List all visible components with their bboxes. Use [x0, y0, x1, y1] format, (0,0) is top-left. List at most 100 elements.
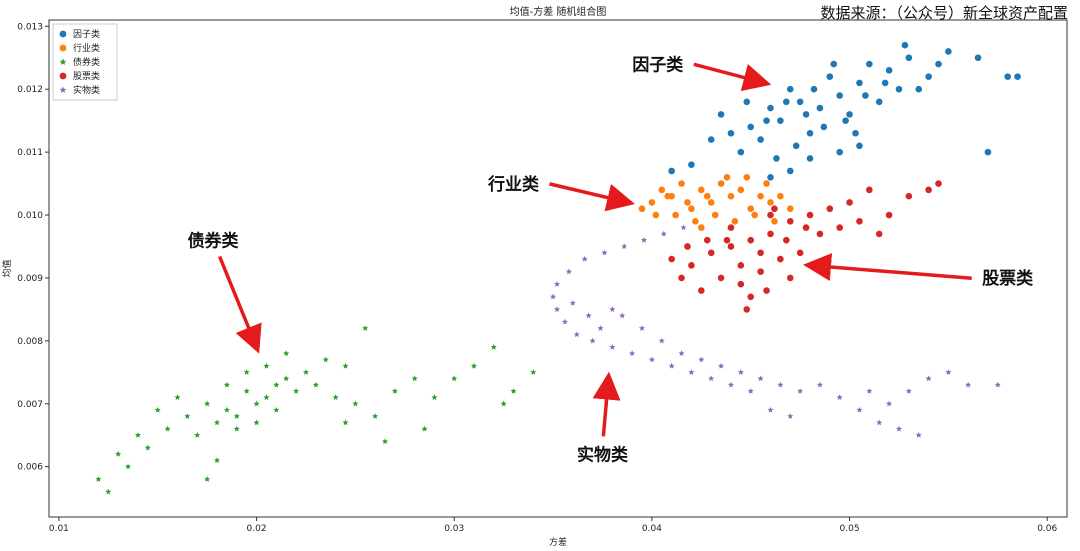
data-point	[816, 230, 824, 238]
data-point	[561, 318, 568, 325]
data-point	[223, 406, 230, 413]
annotation-arrow	[693, 62, 772, 92]
data-point	[581, 255, 588, 262]
data-point	[866, 387, 873, 394]
legend-marker	[59, 58, 67, 65]
data-point	[678, 180, 685, 187]
data-point	[660, 230, 667, 237]
y-tick-label: 0.013	[17, 22, 43, 32]
data-point	[836, 92, 843, 99]
data-point	[737, 262, 745, 269]
data-point	[589, 337, 596, 344]
data-point	[342, 419, 349, 426]
annotation-arrow	[217, 255, 262, 354]
data-point	[688, 205, 695, 213]
data-point	[796, 98, 804, 106]
data-point	[243, 369, 250, 375]
data-point	[852, 129, 859, 137]
legend-marker	[59, 30, 67, 38]
data-point	[698, 224, 705, 231]
data-point	[786, 205, 794, 213]
data-point	[751, 211, 758, 219]
data-point	[658, 337, 665, 344]
data-point	[550, 293, 557, 300]
data-point	[737, 280, 745, 288]
data-point	[698, 356, 705, 363]
data-point	[757, 136, 764, 143]
data-point	[688, 262, 695, 269]
data-point	[743, 98, 751, 106]
data-point	[777, 381, 784, 388]
data-point	[553, 306, 561, 312]
data-point	[204, 476, 211, 482]
data-point	[895, 425, 903, 432]
data-point	[945, 369, 952, 375]
legend-entry: 债券类	[73, 56, 100, 68]
data-point	[273, 406, 280, 413]
y-tick-label: 0.008	[17, 337, 43, 347]
data-point	[717, 111, 725, 118]
data-point	[451, 375, 458, 382]
data-point	[866, 60, 873, 68]
data-point	[144, 444, 151, 451]
data-point	[905, 54, 913, 62]
annotation-label: 行业类	[487, 174, 540, 195]
data-point	[856, 406, 863, 413]
data-point	[684, 199, 691, 206]
legend-entry: 实物类	[73, 84, 100, 96]
annotation-arrow	[803, 253, 972, 281]
data-point	[786, 218, 794, 225]
data-point	[332, 394, 339, 401]
data-point	[767, 230, 774, 238]
data-point	[875, 230, 883, 238]
data-point	[708, 375, 715, 382]
annotation-label: 债券类	[188, 230, 240, 251]
data-point	[777, 117, 784, 124]
data-point	[302, 369, 310, 375]
data-point	[915, 432, 922, 438]
data-point	[767, 104, 774, 112]
legend-marker	[59, 86, 67, 93]
data-point	[783, 98, 790, 106]
data-point	[718, 362, 725, 369]
y-axis-label: 均值	[1, 259, 13, 277]
data-point	[312, 381, 319, 388]
data-point	[820, 123, 828, 131]
annotation-label: 股票类	[982, 268, 1034, 289]
data-point	[763, 180, 770, 187]
data-point	[881, 79, 889, 87]
x-tick-label: 0.04	[642, 524, 662, 534]
x-tick-label: 0.01	[49, 524, 69, 534]
data-point	[717, 274, 725, 282]
data-point	[965, 381, 972, 388]
data-point	[876, 419, 883, 426]
axis-ticks: 0.01 0.02 0.03 0.04 0.05 0.06 0.006 0.007 0.008 0…	[17, 22, 1057, 534]
data-point	[905, 387, 912, 394]
data-point	[1004, 73, 1011, 80]
data-point	[678, 350, 685, 357]
data-point	[717, 180, 725, 187]
data-point	[767, 173, 774, 181]
data-point	[731, 218, 739, 225]
data-point	[273, 381, 280, 388]
data-point	[243, 387, 250, 394]
data-point	[757, 268, 764, 275]
data-point	[372, 413, 379, 419]
data-point	[885, 67, 893, 74]
data-point	[836, 394, 843, 401]
y-tick-label: 0.012	[17, 85, 43, 95]
data-point	[490, 343, 497, 350]
data-point	[727, 129, 735, 137]
data-point	[658, 186, 666, 194]
data-point	[698, 287, 705, 294]
annotation-label: 因子类	[632, 54, 684, 75]
annotation-arrow	[549, 182, 635, 212]
data-point	[810, 85, 818, 93]
data-point	[786, 85, 794, 93]
data-point	[668, 167, 675, 175]
x-tick-label: 0.06	[1037, 524, 1057, 534]
data-point	[703, 236, 711, 244]
data-point	[431, 394, 438, 401]
data-point	[786, 167, 794, 175]
